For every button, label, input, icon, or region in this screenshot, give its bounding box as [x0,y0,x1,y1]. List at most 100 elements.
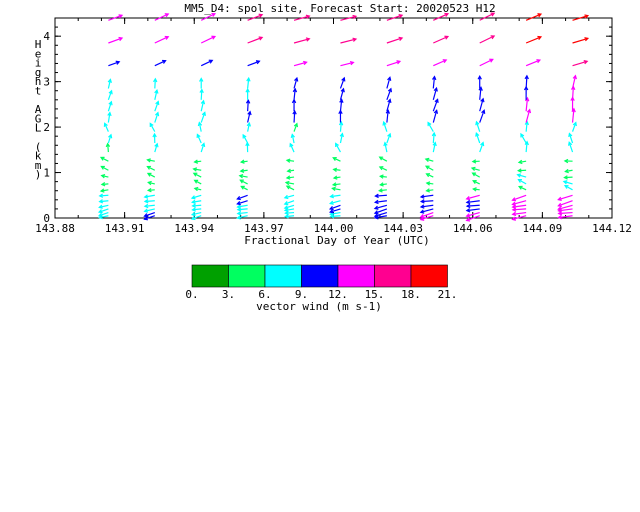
wind-vector-head [284,210,289,216]
wind-vector-head [201,111,206,116]
colorbar-tick-label: 0. [185,288,198,301]
wind-vector-shaft [340,38,357,44]
wind-vector-head [118,36,124,42]
wind-vector-head [236,215,241,220]
wind-vector [517,179,527,185]
wind-vector [239,179,248,185]
wind-vector-shaft [525,141,528,153]
wind-vector-head [511,204,517,209]
wind-vector [98,204,109,209]
wind-vector [470,166,480,172]
wind-vector-head [572,121,577,127]
wind-vector-head [465,203,471,209]
wind-vector-shaft [100,156,109,162]
wind-vector-shaft [568,133,574,144]
wind-vector-head [563,158,569,164]
wind-vector [154,111,160,123]
wind-vector-shaft [375,215,387,219]
wind-vector-shaft [420,215,434,221]
wind-vector-head [146,172,152,177]
wind-vector-head [433,86,438,92]
wind-vector [524,96,530,112]
wind-vector [518,185,527,191]
wind-vector-shaft [339,133,343,144]
wind-vector-head [100,165,105,170]
wind-vector [386,132,392,144]
wind-vector [236,211,248,216]
wind-vector [289,142,295,153]
wind-vector-shaft [374,204,388,210]
wind-vector-shaft [572,15,589,21]
wind-vector-shaft [192,208,202,211]
wind-vector [332,175,341,180]
wind-vector [236,200,248,206]
wind-vector [240,185,248,191]
wind-vector-shaft [107,112,111,123]
wind-vector-head [526,108,532,114]
wind-vector-head [236,204,242,209]
wind-vector [286,168,295,173]
wind-vector-head [245,98,251,104]
wind-vector-shaft [154,143,158,153]
wind-vector-shaft [191,194,202,199]
wind-vector-shaft [147,172,156,178]
wind-vector [572,14,590,21]
wind-vector-shaft [293,61,307,67]
wind-vector-head [147,180,152,186]
wind-vector-shaft [108,61,120,67]
wind-vector [479,12,496,21]
wind-vector-shaft [144,211,155,217]
wind-vector-head [103,122,108,127]
wind-vector-shaft [558,208,573,212]
wind-vector-shaft [383,121,388,132]
wind-vector-head [242,133,247,139]
wind-vector-shaft [374,208,388,214]
wind-vector-head [524,74,529,80]
wind-vector-head [303,60,308,66]
wind-vector-head [511,197,517,202]
wind-vector-shaft [339,77,345,89]
wind-vector-head [197,121,203,127]
wind-vector-head [563,185,569,189]
wind-vector-head [374,193,379,199]
wind-vector-shaft [479,142,484,153]
wind-vector-head [192,167,198,172]
wind-vector-head [193,159,199,164]
wind-vector [379,174,387,179]
wind-vector-head [153,77,158,83]
wind-vector [465,203,480,209]
wind-vector-shaft [374,211,388,217]
wind-vector-head [379,182,384,187]
wind-vector-head [146,158,151,163]
wind-vector-shaft [154,112,159,123]
y-label-char: m [35,159,42,172]
wind-vector-shaft [479,87,482,100]
wind-vector-head [477,74,482,80]
wind-vector-head [199,88,204,93]
wind-vector [427,121,434,132]
wind-vector-head [475,131,480,137]
colorbar-segment [301,264,339,288]
wind-vector-head [211,35,217,40]
wind-vector [571,121,577,132]
wind-vector-head [162,59,167,64]
wind-vector-shaft [479,35,495,44]
wind-vector-head [283,194,289,200]
x-axis-label: Fractional Day of Year (UTC) [244,234,429,247]
chart-title: MM5_D4: spol site, Forecast Start: 20020… [184,2,495,15]
wind-vector-head [200,99,206,105]
wind-vector-head [431,131,437,137]
wind-vector-shaft [433,13,449,21]
wind-vector-head [563,175,568,180]
wind-vector-head [338,120,344,126]
wind-vector-shaft [147,166,156,171]
wind-vector [143,215,155,221]
wind-vector [557,215,573,220]
wind-vector-head [143,213,149,218]
wind-vector-head [97,212,103,217]
wind-vector-head [193,179,199,184]
wind-vector-head [340,87,345,93]
wind-vector-head [425,188,431,193]
wind-vector [200,59,214,67]
x-tick-label: 144.03 [383,222,423,235]
